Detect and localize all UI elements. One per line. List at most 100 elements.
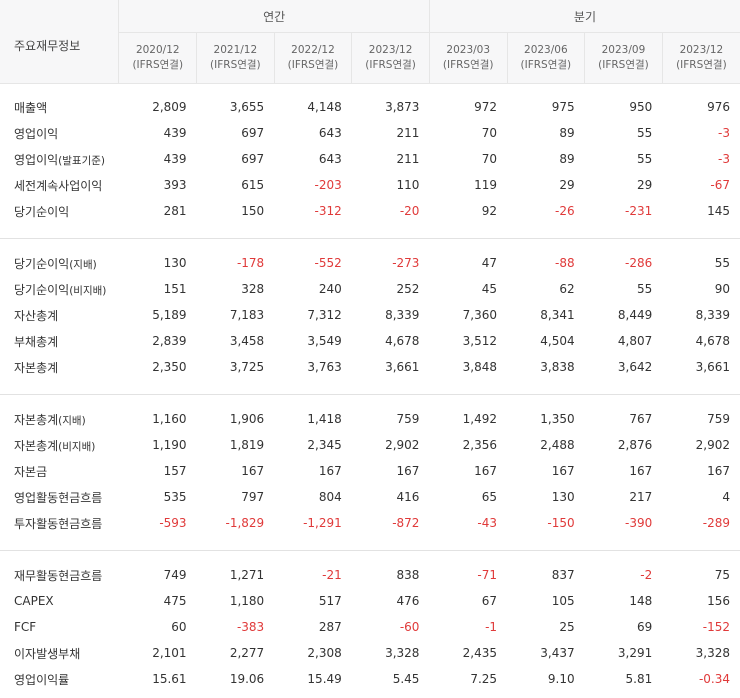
period-date: 2022/12	[291, 44, 335, 56]
value-cell: 167	[551, 464, 575, 478]
table-row: 세전계속사업이익 393 615 -203 110 119 29 29 -67	[0, 172, 740, 198]
value-cell: 975	[551, 100, 575, 114]
row-label-text: 부채총계	[14, 334, 59, 349]
period-header: 2020/12 (IFRS연결)	[118, 32, 197, 84]
value-cell: 972	[474, 100, 498, 114]
value-cell: 70	[481, 152, 498, 166]
value-cell: -872	[392, 516, 420, 530]
period-header: 2023/12 (IFRS연결)	[351, 32, 430, 84]
row-label: 부채총계	[0, 328, 119, 354]
value-cell: 60	[171, 620, 187, 634]
value-cell: 217	[629, 490, 653, 504]
period-header: 2023/12 (IFRS연결)	[661, 32, 740, 84]
row-label-text: 자본총계	[14, 360, 59, 375]
value-cell: 439	[163, 126, 187, 140]
row-label: 영업이익(발표기준)	[0, 146, 119, 172]
value-cell: 29	[636, 178, 653, 192]
row-label-text: 영업활동현금흐름	[14, 490, 103, 505]
value-cell: 759	[396, 412, 420, 426]
value-cell: 1,271	[229, 568, 265, 582]
value-cell: 3,437	[540, 646, 575, 660]
value-cell: 130	[551, 490, 575, 504]
value-cell: 1,418	[307, 412, 342, 426]
annual-group-header: 연간	[118, 0, 430, 33]
row-label-text: 당기순이익	[14, 204, 70, 219]
value-cell: 697	[241, 126, 265, 140]
value-cell: 15.49	[307, 672, 342, 686]
section-divider	[0, 394, 740, 396]
value-cell: 25	[559, 620, 575, 634]
value-cell: 4,678	[385, 334, 420, 348]
row-label: 당기순이익(지배)	[0, 250, 119, 276]
value-cell: 2,876	[617, 438, 653, 452]
value-cell: 62	[559, 282, 575, 296]
row-label: 당기순이익(비지배)	[0, 276, 119, 302]
value-cell: 475	[163, 594, 187, 608]
value-cell: 281	[163, 204, 187, 218]
value-cell: 2,839	[152, 334, 187, 348]
value-cell: 2,435	[462, 646, 498, 660]
value-cell: 615	[241, 178, 265, 192]
value-cell: -152	[702, 620, 730, 634]
row-label-text: 매출액	[14, 100, 48, 115]
value-cell: 89	[559, 152, 575, 166]
value-cell: 89	[559, 126, 575, 140]
value-cell: 3,291	[617, 646, 653, 660]
value-cell: -286	[625, 256, 653, 270]
value-cell: -20	[399, 204, 420, 218]
value-cell: -383	[236, 620, 265, 634]
period-basis: (IFRS연결)	[676, 59, 727, 71]
period-header: 2023/03 (IFRS연결)	[428, 32, 508, 84]
value-cell: 70	[481, 126, 498, 140]
period-date: 2023/12	[679, 44, 724, 56]
value-cell: 90	[714, 282, 730, 296]
section-divider	[0, 238, 740, 240]
value-cell: 167	[474, 464, 498, 478]
row-label-qualifier: (발표기준)	[58, 154, 106, 167]
row-label: 자본금	[0, 458, 119, 484]
row-label: 자본총계(지배)	[0, 406, 119, 432]
row-label: 영업이익률	[0, 666, 119, 692]
row-label-text: 당기순이익	[14, 256, 70, 271]
value-cell: -60	[399, 620, 420, 634]
value-cell: 517	[318, 594, 342, 608]
value-cell: -1,829	[225, 516, 265, 530]
value-cell: 92	[481, 204, 498, 218]
value-cell: 3,661	[385, 360, 420, 374]
value-cell: 65	[481, 490, 498, 504]
value-cell: 3,549	[307, 334, 342, 348]
value-cell: 3,848	[462, 360, 498, 374]
table-row: 투자활동현금흐름 -593 -1,829 -1,291 -872 -43 -150 -390 -…	[0, 510, 740, 536]
value-cell: -150	[547, 516, 575, 530]
value-cell: 4,807	[617, 334, 653, 348]
period-basis: (IFRS연결)	[520, 59, 572, 71]
value-cell: 167	[396, 464, 420, 478]
row-label-text: CAPEX	[14, 594, 54, 608]
value-cell: 8,341	[540, 308, 575, 322]
value-cell: -273	[392, 256, 420, 270]
value-cell: 287	[318, 620, 342, 634]
value-cell: 240	[318, 282, 342, 296]
value-cell: 211	[396, 126, 420, 140]
period-basis: (IFRS연결)	[132, 59, 184, 71]
row-label: 투자활동현금흐름	[0, 510, 119, 536]
row-label: CAPEX	[0, 588, 119, 614]
value-cell: 105	[551, 594, 575, 608]
row-label: 당기순이익	[0, 198, 119, 224]
value-cell: 2,350	[152, 360, 187, 374]
value-cell: 328	[241, 282, 265, 296]
value-cell: 2,101	[152, 646, 187, 660]
table-row: FCF 60 -383 287 -60 -1 25 69 -152	[0, 614, 740, 640]
value-cell: 797	[241, 490, 265, 504]
value-cell: 976	[707, 100, 730, 114]
period-date: 2023/03	[446, 44, 491, 56]
row-label: 영업활동현금흐름	[0, 484, 119, 510]
row-label-qualifier: (비지배)	[58, 440, 96, 453]
value-cell: 2,308	[307, 646, 342, 660]
row-label-text: 자본금	[14, 464, 48, 479]
value-cell: 130	[163, 256, 187, 270]
value-cell: 110	[396, 178, 420, 192]
value-cell: 4,148	[307, 100, 342, 114]
value-cell: 55	[636, 126, 653, 140]
